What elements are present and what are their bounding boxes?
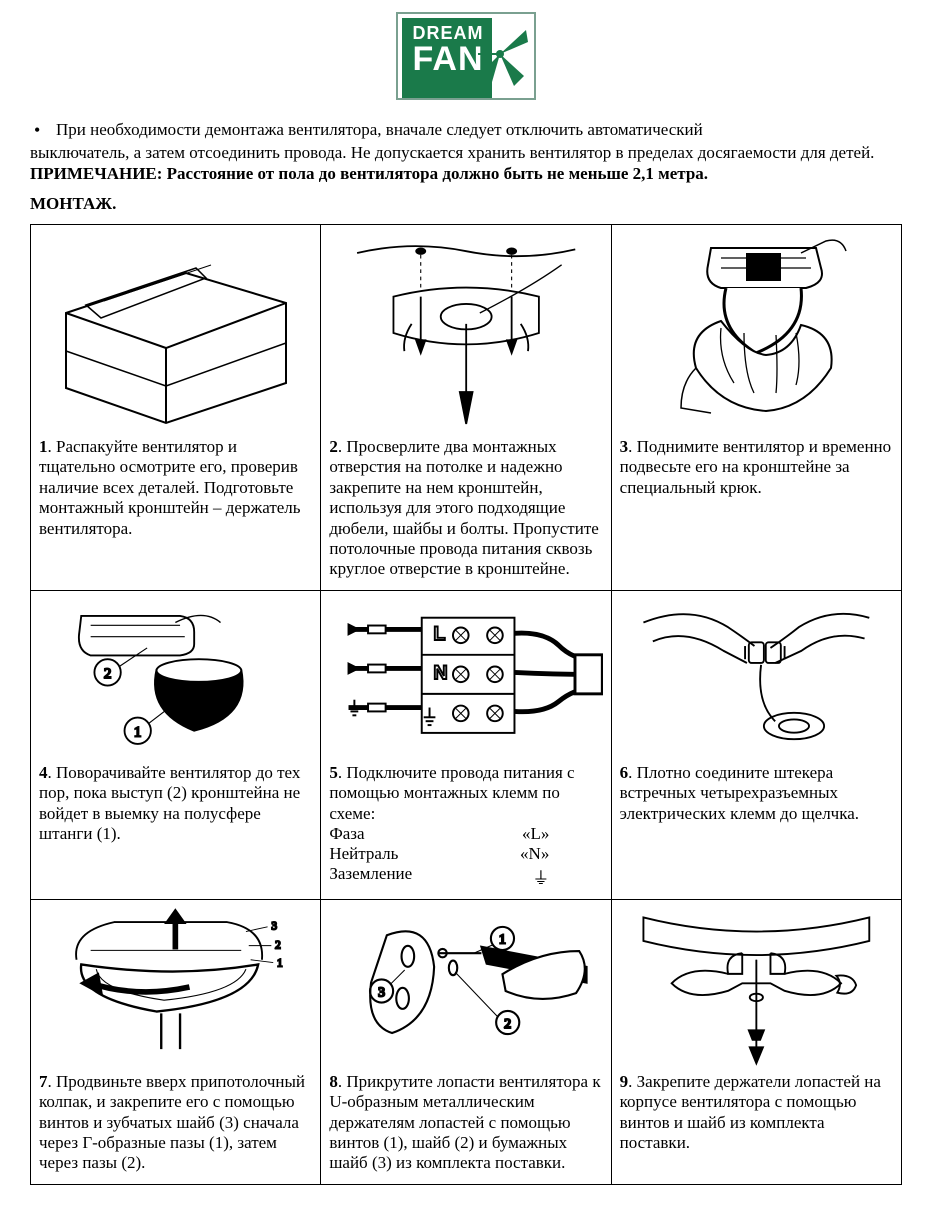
svg-text:L: L xyxy=(434,623,446,645)
wiring-row-0: Фаза«L» xyxy=(329,824,549,844)
logo-fan-icon xyxy=(478,24,528,94)
svg-text:1: 1 xyxy=(499,932,506,947)
svg-text:1: 1 xyxy=(134,724,142,740)
step-1: 1. Распакуйте вентилятор и тщательно осм… xyxy=(31,225,321,591)
step-9-illustration xyxy=(620,908,893,1068)
step-7-text: . Продвиньте вверх припотолочный колпак,… xyxy=(39,1072,305,1173)
step-9-text: . Закрепите держатели лопастей на корпус… xyxy=(620,1072,881,1152)
step-1-illustration xyxy=(39,233,312,433)
svg-text:2: 2 xyxy=(104,666,112,682)
step-3-text: . Поднимите вентилятор и временно подвес… xyxy=(620,437,892,497)
section-title: МОНТАЖ. xyxy=(30,194,902,214)
step-7: 3 2 1 7. Продвиньте вверх припотолочный … xyxy=(31,899,321,1184)
warning-line2: выключатель, а затем отсоединить провода… xyxy=(30,142,902,163)
step-5-illustration: L N xyxy=(329,599,602,759)
step-5-lead: . Подключите провода питания с помощью м… xyxy=(329,763,574,823)
step-5: L N xyxy=(321,590,611,899)
step-9: 9. Закрепите держатели лопастей на корпу… xyxy=(611,899,901,1184)
step-1-num: 1 xyxy=(39,437,48,456)
step-3-illustration xyxy=(620,233,893,433)
step-6: 6. Плотно соедините штекера встречных че… xyxy=(611,590,901,899)
svg-text:2: 2 xyxy=(505,1016,512,1031)
step-5-num: 5 xyxy=(329,763,338,782)
step-2-text: . Просверлите два монтажных отверстия на… xyxy=(329,437,599,578)
step-3-num: 3 xyxy=(620,437,629,456)
wiring-row-2: Заземление⏚ xyxy=(329,864,549,889)
svg-text:1: 1 xyxy=(277,957,283,969)
wiring-row-1: Нейтраль«N» xyxy=(329,844,549,864)
steps-grid: 1. Распакуйте вентилятор и тщательно осм… xyxy=(30,224,902,1185)
logo: DREAM FAN xyxy=(30,12,902,105)
step-4-num: 4 xyxy=(39,763,48,782)
step-8-text: . Прикрутите лопасти вентилятора к U-обр… xyxy=(329,1072,600,1173)
warning-notice: ПРИМЕЧАНИЕ: Расстояние от пола до вентил… xyxy=(30,163,902,184)
warning-block: • При необходимости демонтажа вентилятор… xyxy=(30,119,902,184)
svg-text:3: 3 xyxy=(272,921,278,933)
step-2: 2. Просверлите два монтажных отверстия н… xyxy=(321,225,611,591)
step-1-text: . Распакуйте вентилятор и тщательно осмо… xyxy=(39,437,301,538)
step-2-illustration xyxy=(329,233,602,433)
step-4: 2 1 4. Поворачивайте вентилятор до тех п… xyxy=(31,590,321,899)
bullet-icon: • xyxy=(30,119,56,142)
step-7-illustration: 3 2 1 xyxy=(39,908,312,1068)
step-3: 3. Поднимите вентилятор и временно подве… xyxy=(611,225,901,591)
step-9-num: 9 xyxy=(620,1072,629,1091)
svg-text:3: 3 xyxy=(378,984,385,999)
step-8-num: 8 xyxy=(329,1072,338,1091)
step-8-illustration: 3 1 2 xyxy=(329,908,602,1068)
logo-line2: FAN xyxy=(408,42,488,76)
step-6-text: . Плотно соедините штекера встречных чет… xyxy=(620,763,859,823)
step-6-num: 6 xyxy=(620,763,629,782)
svg-text:N: N xyxy=(434,662,448,684)
step-4-illustration: 2 1 xyxy=(39,599,312,759)
svg-text:2: 2 xyxy=(275,939,281,951)
step-6-illustration xyxy=(620,599,893,759)
warning-line1: При необходимости демонтажа вентилятора,… xyxy=(56,119,703,142)
step-7-num: 7 xyxy=(39,1072,48,1091)
step-4-text: . Поворачивайте вентилятор до тех пор, п… xyxy=(39,763,300,843)
step-8: 3 1 2 8. Пр xyxy=(321,899,611,1184)
step-2-num: 2 xyxy=(329,437,338,456)
